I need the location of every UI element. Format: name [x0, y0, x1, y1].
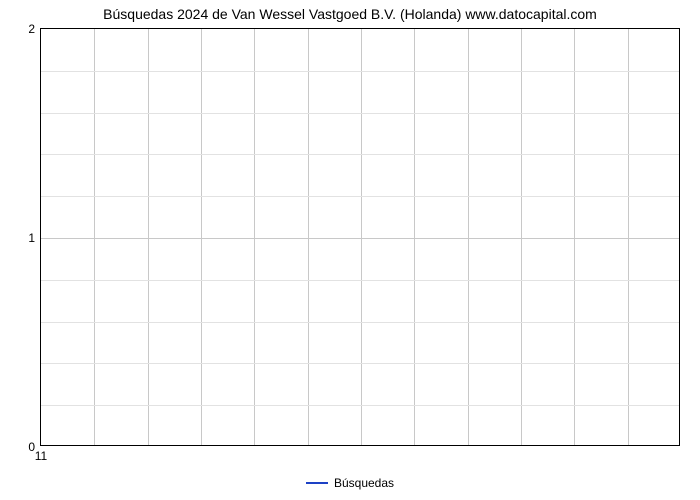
gridline-vertical	[201, 29, 202, 445]
gridline-vertical	[574, 29, 575, 445]
gridline-vertical	[414, 29, 415, 445]
chart-title: Búsquedas 2024 de Van Wessel Vastgoed B.…	[0, 6, 700, 22]
chart-legend: Búsquedas	[0, 476, 700, 490]
gridline-horizontal	[41, 154, 679, 155]
gridline-vertical	[94, 29, 95, 445]
y-axis-tick-label: 2	[28, 22, 35, 36]
gridline-horizontal	[41, 71, 679, 72]
y-axis-tick-label: 1	[28, 231, 35, 245]
legend-label: Búsquedas	[334, 476, 394, 490]
gridline-vertical	[254, 29, 255, 445]
gridline-horizontal	[41, 113, 679, 114]
gridline-vertical	[468, 29, 469, 445]
gridline-vertical	[308, 29, 309, 445]
gridline-horizontal	[41, 363, 679, 364]
legend-line-swatch	[306, 482, 328, 484]
searches-chart: Búsquedas 2024 de Van Wessel Vastgoed B.…	[0, 0, 700, 500]
gridline-horizontal	[41, 196, 679, 197]
gridline-vertical	[521, 29, 522, 445]
gridline-vertical	[361, 29, 362, 445]
gridline-horizontal	[41, 322, 679, 323]
gridline-horizontal	[41, 405, 679, 406]
gridline-vertical	[148, 29, 149, 445]
gridline-vertical	[628, 29, 629, 445]
plot-area: 01211	[40, 28, 680, 446]
x-axis-tick-label: 11	[35, 449, 47, 463]
gridline-horizontal	[41, 280, 679, 281]
gridline-horizontal	[41, 238, 679, 239]
